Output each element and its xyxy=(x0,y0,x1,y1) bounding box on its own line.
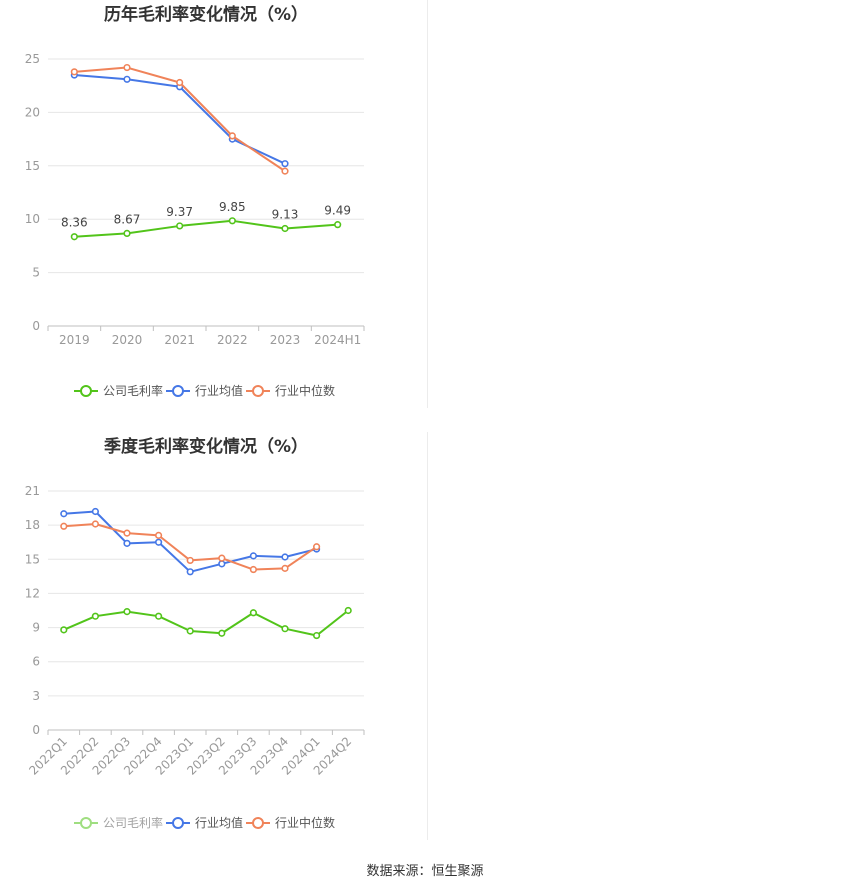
y-tick-label: 6 xyxy=(32,655,40,669)
x-tick-label: 2024H1 xyxy=(314,333,361,347)
y-tick-label: 9 xyxy=(32,621,40,635)
data-label: 9.37 xyxy=(166,205,193,219)
data-point xyxy=(249,552,257,560)
data-point xyxy=(70,68,78,76)
chart-title: 季度毛利率变化情况（%） xyxy=(104,436,308,457)
data-point xyxy=(218,629,226,637)
legend-item: 行业中位数 xyxy=(246,383,335,398)
data-point xyxy=(186,627,194,635)
data-point xyxy=(123,608,131,616)
legend-marker xyxy=(80,817,92,829)
data-point xyxy=(91,507,99,516)
legend-item: 公司毛利率 xyxy=(74,815,163,830)
legend-item: 行业均值 xyxy=(166,815,243,830)
legend-label: 行业中位数 xyxy=(275,383,335,398)
y-tick-label: 5 xyxy=(32,266,40,280)
data-point xyxy=(155,531,163,539)
y-tick-label: 20 xyxy=(25,105,40,119)
y-tick-label: 3 xyxy=(32,689,40,703)
data-point xyxy=(313,543,321,551)
y-tick-label: 25 xyxy=(25,52,40,66)
data-point xyxy=(344,606,352,615)
data-point xyxy=(228,132,236,140)
legend-label: 公司毛利率 xyxy=(103,815,163,830)
chart-panel-3: 季度毛利率变化情况（%）0369121518212022Q12022Q22022… xyxy=(25,436,365,830)
y-tick-label: 12 xyxy=(25,586,40,600)
data-point xyxy=(123,229,131,238)
legend-label: 行业中位数 xyxy=(275,815,335,830)
data-point xyxy=(123,63,131,72)
data-point xyxy=(313,631,321,640)
data-point xyxy=(60,510,68,518)
legend-marker xyxy=(172,385,184,397)
data-point xyxy=(281,224,289,233)
data-point xyxy=(281,160,289,168)
x-tick-label: 2022 xyxy=(217,333,248,347)
data-point xyxy=(228,217,236,225)
x-tick-label: 2020 xyxy=(112,333,143,347)
legend-marker xyxy=(80,385,92,397)
y-tick-label: 10 xyxy=(25,212,40,226)
data-point xyxy=(218,560,226,568)
data-point xyxy=(281,564,289,572)
series-line xyxy=(74,219,338,238)
data-point xyxy=(218,554,226,562)
legend-marker xyxy=(252,817,264,829)
panel-divider-bottom xyxy=(427,432,428,840)
data-label: 9.85 xyxy=(219,200,246,214)
legend-item: 行业中位数 xyxy=(246,815,335,830)
legend-label: 公司毛利率 xyxy=(103,383,163,398)
data-point xyxy=(249,565,257,574)
data-point xyxy=(60,522,68,530)
x-tick-label: 2023 xyxy=(270,333,301,347)
panel-divider-top xyxy=(427,0,428,408)
x-tick-label: 2019 xyxy=(59,333,90,347)
data-point xyxy=(281,553,289,561)
data-point xyxy=(186,556,194,565)
data-point xyxy=(155,612,163,620)
y-tick-label: 15 xyxy=(25,159,40,173)
series-line xyxy=(63,609,349,637)
data-label: 9.13 xyxy=(272,207,299,221)
data-label: 8.36 xyxy=(61,216,88,230)
legend-label: 行业均值 xyxy=(195,383,243,398)
data-point xyxy=(123,529,131,537)
data-point xyxy=(176,78,184,87)
data-label: 8.67 xyxy=(114,212,141,226)
data-point xyxy=(123,539,131,547)
data-point xyxy=(123,75,131,83)
legend-marker xyxy=(252,385,264,397)
data-point xyxy=(186,568,194,576)
data-point xyxy=(60,626,68,634)
data-source: 数据来源：恒生聚源 xyxy=(366,864,484,879)
data-point xyxy=(155,538,163,546)
x-tick-label: 2021 xyxy=(164,333,195,347)
data-point xyxy=(91,612,99,620)
data-point xyxy=(91,520,99,528)
data-point xyxy=(249,609,257,617)
data-point xyxy=(281,625,289,633)
data-label: 9.49 xyxy=(324,204,351,218)
y-tick-label: 0 xyxy=(32,723,40,737)
legend-marker xyxy=(172,817,184,829)
data-point xyxy=(176,222,184,230)
data-point xyxy=(281,167,289,175)
data-point xyxy=(70,233,78,241)
y-tick-label: 15 xyxy=(25,552,40,566)
data-point xyxy=(334,221,342,229)
charts-canvas: 历年毛利率变化情况（%） 0 5 10 15 20 25 2019 2020 2021 2022 20… xyxy=(25,4,365,830)
legend-label: 行业均值 xyxy=(195,815,243,830)
legend-item: 公司毛利率 xyxy=(74,383,163,398)
y-tick-label: 21 xyxy=(25,484,40,498)
chart-panel-1: 历年毛利率变化情况（%） 0 5 10 15 20 25 2019 2020 2021 2022 20… xyxy=(25,4,365,398)
y-tick-label: 18 xyxy=(25,518,40,532)
y-tick-label: 0 xyxy=(32,319,40,333)
chart-title: 历年毛利率变化情况（%） xyxy=(104,4,308,25)
legend-item: 行业均值 xyxy=(166,383,243,398)
